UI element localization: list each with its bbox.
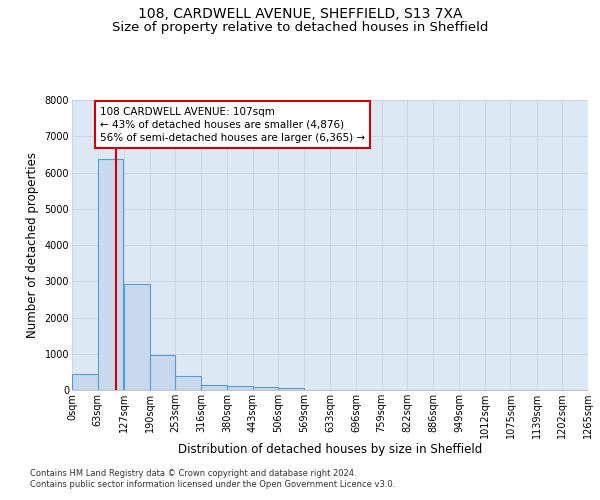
Text: 108, CARDWELL AVENUE, SHEFFIELD, S13 7XA: 108, CARDWELL AVENUE, SHEFFIELD, S13 7XA	[138, 8, 462, 22]
Y-axis label: Number of detached properties: Number of detached properties	[26, 152, 39, 338]
Text: Distribution of detached houses by size in Sheffield: Distribution of detached houses by size …	[178, 442, 482, 456]
Text: Contains HM Land Registry data © Crown copyright and database right 2024.: Contains HM Land Registry data © Crown c…	[30, 468, 356, 477]
Text: Size of property relative to detached houses in Sheffield: Size of property relative to detached ho…	[112, 21, 488, 34]
Text: 108 CARDWELL AVENUE: 107sqm
← 43% of detached houses are smaller (4,876)
56% of : 108 CARDWELL AVENUE: 107sqm ← 43% of det…	[100, 106, 365, 143]
Bar	[253, 387, 278, 390]
Bar	[72, 374, 98, 390]
Text: Contains public sector information licensed under the Open Government Licence v3: Contains public sector information licen…	[30, 480, 395, 489]
Bar	[98, 158, 124, 390]
Bar	[175, 376, 201, 390]
Bar	[149, 355, 175, 390]
Bar	[227, 386, 253, 390]
Bar	[278, 388, 304, 390]
Bar	[201, 384, 227, 390]
Bar	[124, 284, 149, 390]
